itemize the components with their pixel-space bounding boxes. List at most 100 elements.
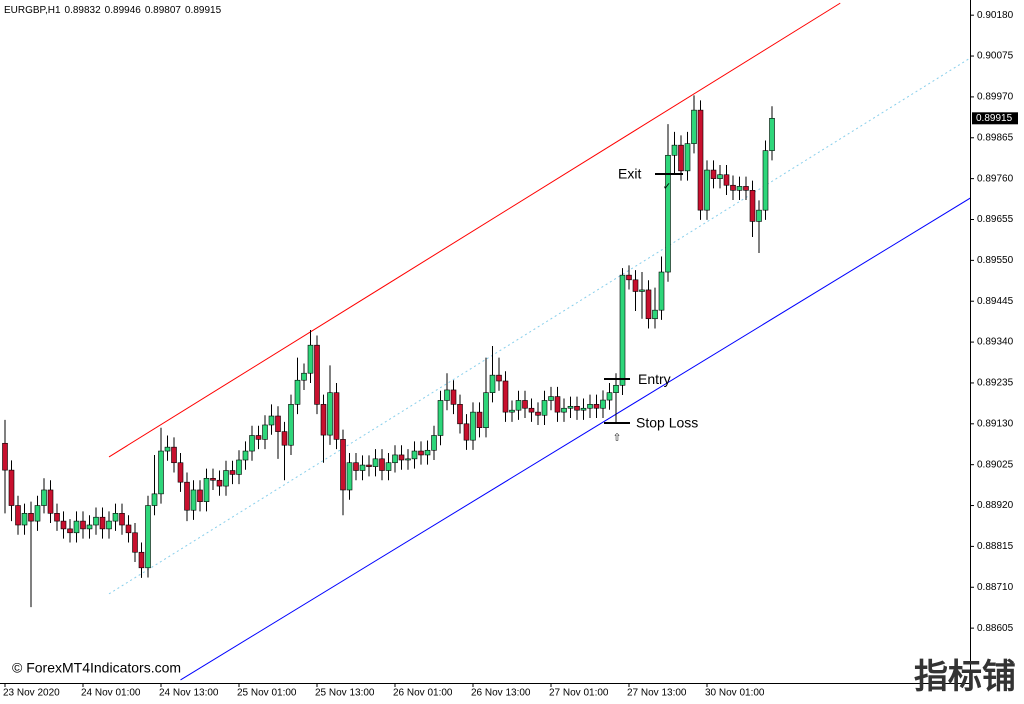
trade-level-label: Stop Loss bbox=[636, 415, 698, 431]
candle-body bbox=[372, 458, 379, 467]
candle-body bbox=[106, 520, 112, 530]
candle-body bbox=[216, 479, 223, 487]
candle-body bbox=[697, 109, 704, 211]
candle-body bbox=[73, 520, 80, 534]
candle-body bbox=[197, 489, 203, 502]
candle-body bbox=[749, 190, 756, 222]
candle-body bbox=[567, 405, 574, 409]
candle-body bbox=[411, 450, 418, 460]
candle-body bbox=[554, 396, 561, 413]
candle-body bbox=[340, 439, 346, 491]
candle-body bbox=[392, 454, 398, 464]
candle-body bbox=[658, 271, 665, 311]
trade-level-label: Exit bbox=[618, 166, 641, 182]
candle-body bbox=[132, 532, 138, 553]
candle-body bbox=[151, 493, 158, 506]
candle-body bbox=[509, 409, 515, 413]
candle-body bbox=[255, 435, 262, 440]
candle-body bbox=[249, 435, 255, 452]
candle-body bbox=[444, 389, 450, 401]
candle-body bbox=[112, 513, 119, 522]
candle-body bbox=[671, 144, 678, 156]
candle-body bbox=[489, 374, 496, 393]
trendline bbox=[180, 197, 970, 681]
candle-body bbox=[385, 462, 392, 471]
candle-body bbox=[8, 469, 15, 506]
candle-body bbox=[535, 411, 541, 416]
candle-body bbox=[736, 186, 743, 191]
candle-body bbox=[431, 435, 437, 451]
x-tick-label: 26 Nov 13:00 bbox=[471, 688, 531, 699]
candle-body bbox=[301, 372, 307, 381]
candle-body bbox=[327, 392, 333, 436]
candle-body bbox=[47, 489, 54, 514]
x-tick-label: 24 Nov 13:00 bbox=[159, 688, 219, 699]
candle-body bbox=[164, 446, 171, 452]
y-tick-label: 0.89340 bbox=[977, 337, 1014, 348]
trade-level-label: Entry bbox=[638, 371, 671, 387]
candle-body bbox=[528, 407, 535, 413]
candle-body bbox=[80, 520, 86, 530]
candle-body bbox=[756, 209, 762, 222]
y-tick-label: 0.88605 bbox=[977, 623, 1014, 634]
y-tick-label: 0.90075 bbox=[977, 51, 1014, 62]
candle-body bbox=[652, 309, 658, 320]
watermark: © ForexMT4Indicators.com bbox=[12, 660, 181, 676]
candle-body bbox=[125, 524, 132, 534]
y-tick-label: 0.89025 bbox=[977, 459, 1014, 470]
candle-body bbox=[28, 513, 34, 522]
candle-body bbox=[606, 392, 613, 401]
candle-body bbox=[41, 489, 47, 506]
candle-body bbox=[145, 505, 151, 569]
candle-body bbox=[223, 470, 229, 487]
candle-body bbox=[639, 289, 645, 292]
candle-body bbox=[645, 289, 652, 320]
candle-body bbox=[632, 279, 639, 292]
y-tick-label: 0.89550 bbox=[977, 255, 1014, 266]
y-tick-label: 0.89235 bbox=[977, 378, 1014, 389]
candle-body bbox=[704, 169, 710, 211]
candle-body bbox=[574, 405, 580, 411]
candle-body bbox=[190, 489, 197, 511]
candle-body bbox=[463, 423, 470, 441]
header-close: 0.89915 bbox=[185, 5, 222, 16]
candle-body bbox=[561, 407, 567, 413]
candle-body bbox=[678, 144, 684, 172]
x-tick-label: 27 Nov 13:00 bbox=[627, 688, 687, 699]
candle-body bbox=[236, 459, 242, 475]
candle-body bbox=[15, 505, 21, 526]
candle-body bbox=[548, 396, 554, 401]
candle-body bbox=[424, 449, 431, 456]
y-tick-label: 0.89130 bbox=[977, 418, 1014, 429]
candle-body bbox=[158, 450, 164, 495]
candle-body bbox=[281, 431, 288, 446]
x-tick-label: 25 Nov 13:00 bbox=[315, 688, 375, 699]
candle-body bbox=[268, 415, 275, 426]
candle-body bbox=[229, 470, 236, 475]
candle-body bbox=[502, 380, 509, 413]
candle-body bbox=[613, 384, 619, 393]
candle-body bbox=[470, 411, 476, 441]
candle-body bbox=[515, 400, 522, 411]
candle-body bbox=[587, 404, 593, 409]
y-tick-label: 0.89970 bbox=[977, 92, 1014, 103]
candle-body bbox=[307, 344, 314, 374]
header-low: 0.89807 bbox=[145, 5, 182, 16]
y-tick-label: 0.89760 bbox=[977, 173, 1014, 184]
candle-body bbox=[476, 411, 483, 429]
candle-body bbox=[522, 400, 528, 409]
candle-body bbox=[723, 174, 730, 186]
candle-body bbox=[710, 169, 717, 179]
y-tick-label: 0.89655 bbox=[977, 214, 1014, 225]
candle-body bbox=[184, 481, 190, 511]
candle-body bbox=[333, 392, 340, 440]
candle-body bbox=[86, 524, 93, 530]
brand: 指标铺 bbox=[914, 658, 1016, 696]
candle-body bbox=[717, 174, 723, 179]
y-tick-label: 0.89865 bbox=[977, 132, 1014, 143]
current-price-box bbox=[972, 112, 1018, 125]
candle-body bbox=[60, 520, 67, 530]
candle-body bbox=[743, 186, 749, 191]
candle-body bbox=[99, 516, 106, 530]
